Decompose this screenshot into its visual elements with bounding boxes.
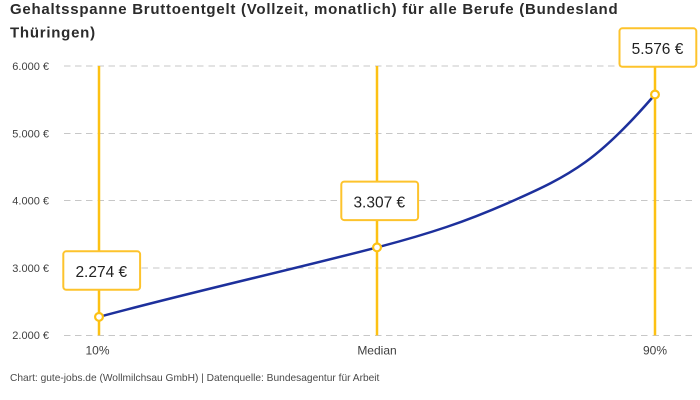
svg-text:10%: 10% <box>85 344 109 358</box>
svg-text:90%: 90% <box>643 344 667 358</box>
svg-text:5.000 €: 5.000 € <box>12 128 49 140</box>
svg-text:6.000 €: 6.000 € <box>12 61 49 73</box>
svg-text:4.000 €: 4.000 € <box>12 196 49 208</box>
svg-text:Chart: gute-jobs.de (Wollmilch: Chart: gute-jobs.de (Wollmilchsau GmbH) … <box>10 373 380 384</box>
svg-text:3.000 €: 3.000 € <box>12 263 49 275</box>
svg-text:2.274 €: 2.274 € <box>75 264 127 281</box>
svg-text:Thüringen): Thüringen) <box>10 25 96 42</box>
svg-text:5.576 €: 5.576 € <box>632 41 684 58</box>
svg-text:3.307 €: 3.307 € <box>353 194 405 211</box>
svg-text:Median: Median <box>357 344 396 358</box>
svg-text:2.000 €: 2.000 € <box>12 330 49 342</box>
svg-text:Gehaltsspanne Bruttoentgelt (V: Gehaltsspanne Bruttoentgelt (Vollzeit, m… <box>10 1 618 18</box>
